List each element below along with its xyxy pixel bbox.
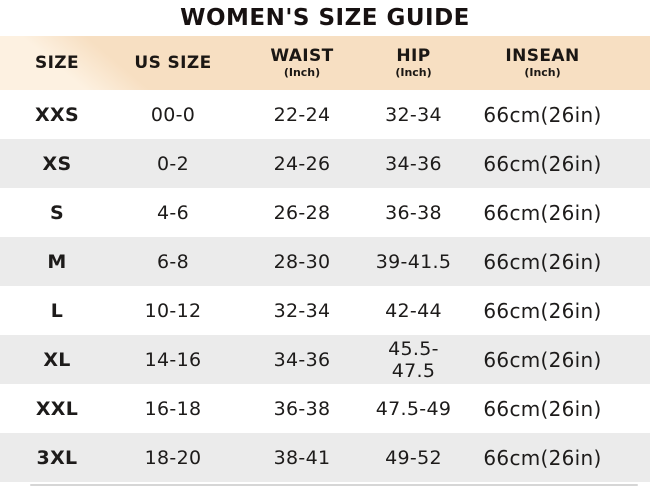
waist-cell: 28-30 [273, 250, 331, 273]
column-header-unit: (Inch) [395, 65, 432, 79]
inseam-cell: 66cm(26in) [483, 445, 602, 470]
column-header-unit: (Inch) [524, 65, 561, 79]
us-size-cell: 16-18 [144, 397, 202, 420]
waist-cell: 24-26 [273, 152, 331, 175]
inseam-cell: 66cm(26in) [483, 298, 602, 323]
us-size-cell: 10-12 [144, 299, 202, 322]
bottom-divider [30, 484, 638, 486]
table-row: S 4-6 26-28 36-38 66cm(26in) [0, 188, 650, 237]
inseam-cell: 66cm(26in) [483, 249, 602, 274]
column-header-unit: (Inch) [283, 65, 321, 79]
hip-cell: 49-52 [385, 446, 442, 469]
us-size-cell: 0-2 [157, 152, 189, 175]
column-header-waist: WAIST (Inch) [232, 47, 372, 79]
hip-cell: 42-44 [385, 299, 442, 322]
column-header-label: WAIST [270, 46, 334, 67]
column-header-inseam: INSEAN (Inch) [455, 47, 630, 79]
hip-cell: 39-41.5 [375, 250, 452, 273]
column-header-us-size: US SIZE [114, 52, 232, 73]
table-row: L 10-12 32-34 42-44 66cm(26in) [0, 286, 650, 335]
hip-cell: 45.5-47.5 [388, 337, 439, 382]
table-body: XXS 00-0 22-24 32-34 66cm(26in) XS 0-2 2… [0, 90, 650, 482]
table-row: XL 14-16 34-36 45.5-47.5 66cm(26in) [0, 335, 650, 384]
waist-cell: 22-24 [273, 103, 331, 126]
size-cell: 3XL [36, 446, 78, 469]
table-row: M 6-8 28-30 39-41.5 66cm(26in) [0, 237, 650, 286]
hip-cell: 34-36 [385, 152, 442, 175]
column-header-label: HIP [396, 46, 431, 67]
size-cell: XXS [35, 103, 79, 126]
hip-cell: 47.5-49 [375, 397, 452, 420]
hip-cell: 32-34 [385, 103, 442, 126]
size-cell: L [50, 299, 64, 322]
table-row: 3XL 18-20 38-41 49-52 66cm(26in) [0, 433, 650, 482]
us-size-cell: 18-20 [144, 446, 202, 469]
column-header-size: SIZE [0, 52, 114, 73]
waist-cell: 26-28 [273, 201, 331, 224]
inseam-cell: 66cm(26in) [483, 151, 602, 176]
us-size-cell: 14-16 [144, 348, 202, 371]
column-header-label: INSEAN [505, 46, 580, 67]
waist-cell: 32-34 [273, 299, 331, 322]
waist-cell: 38-41 [273, 446, 331, 469]
size-cell: XS [42, 152, 72, 175]
table-header: SIZE US SIZE WAIST (Inch) HIP (Inch) INS… [0, 36, 650, 90]
table-row: XS 0-2 24-26 34-36 66cm(26in) [0, 139, 650, 188]
column-header-hip: HIP (Inch) [372, 47, 455, 79]
size-cell: S [50, 201, 64, 224]
column-header-label: US SIZE [134, 52, 212, 73]
inseam-cell: 66cm(26in) [483, 347, 602, 372]
inseam-cell: 66cm(26in) [483, 102, 602, 127]
inseam-cell: 66cm(26in) [483, 396, 602, 421]
column-header-label: SIZE [34, 52, 80, 73]
table-row: XXS 00-0 22-24 32-34 66cm(26in) [0, 90, 650, 139]
size-cell: XL [43, 348, 71, 371]
waist-cell: 36-38 [273, 397, 331, 420]
us-size-cell: 4-6 [157, 201, 189, 224]
page-title: WOMEN'S SIZE GUIDE [180, 5, 470, 31]
table-row: XXL 16-18 36-38 47.5-49 66cm(26in) [0, 384, 650, 433]
size-cell: M [47, 250, 67, 273]
hip-cell: 36-38 [385, 201, 442, 224]
size-cell: XXL [35, 397, 79, 420]
us-size-cell: 6-8 [157, 250, 189, 273]
waist-cell: 34-36 [273, 348, 331, 371]
inseam-cell: 66cm(26in) [483, 200, 602, 225]
us-size-cell: 00-0 [150, 103, 196, 126]
